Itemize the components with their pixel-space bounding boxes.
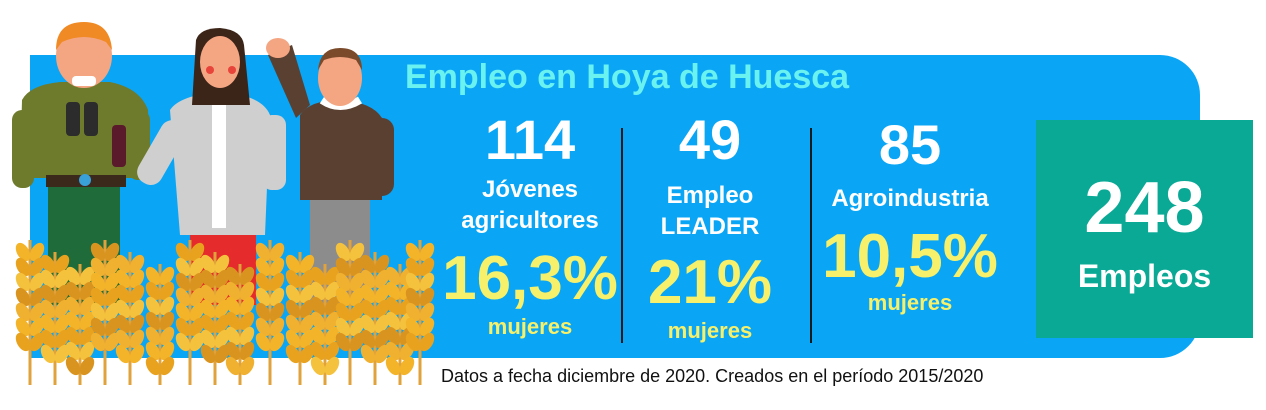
total-number: 248 (1084, 168, 1205, 248)
divider (810, 128, 812, 343)
stat-agroindustry-label: Agroindustria (831, 185, 989, 212)
stat-young-farmers-number: 114 (484, 108, 576, 171)
total-box: 248 Empleos (1036, 120, 1253, 338)
stat-agroindustry-women-label: mujeres (867, 290, 953, 315)
stat-leader-label: Empleo LEADER (660, 182, 760, 240)
footnote: Datos a fecha diciembre de 2020. Creados… (441, 366, 984, 386)
stat-young-farmers-label: Jóvenes agricultores (461, 176, 599, 234)
wheat-field-icon (15, 240, 435, 385)
total-label: Empleos (1077, 258, 1212, 294)
stat-leader-percent: 21% (647, 248, 773, 317)
farmer-with-binoculars-icon (12, 22, 150, 305)
stat-young-farmers-percent: 16,3% (442, 244, 618, 313)
stat-leader-number: 49 (678, 108, 742, 171)
divider (621, 128, 623, 343)
stat-leader-women-label: mujeres (667, 318, 753, 343)
stat-agroindustry-number: 85 (878, 113, 942, 176)
stat-agroindustry-percent: 10,5% (822, 222, 998, 291)
farmers-illustration (12, 22, 435, 385)
stat-young-farmers-women-label: mujeres (487, 314, 573, 339)
page-title: Empleo en Hoya de Huesca (405, 58, 850, 96)
